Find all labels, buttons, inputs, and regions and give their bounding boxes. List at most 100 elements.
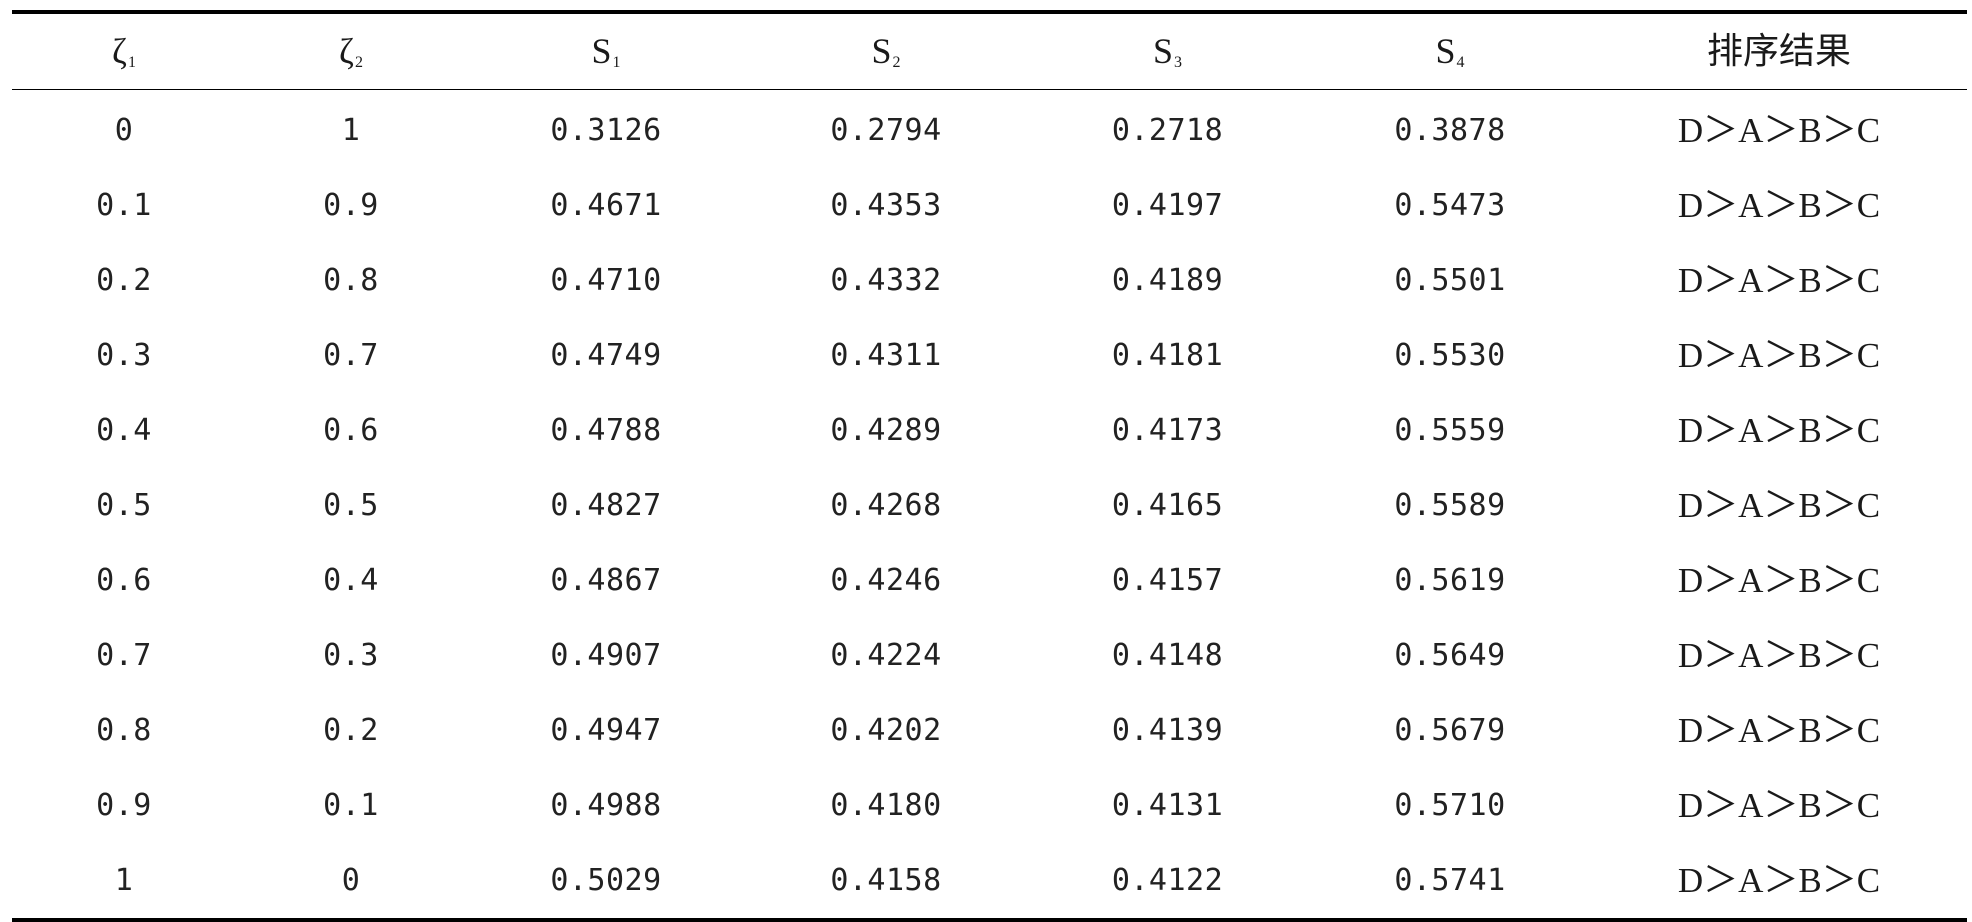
s3-cell: 0.4189 bbox=[1111, 262, 1224, 298]
s3-cell: 0.4165 bbox=[1111, 487, 1224, 523]
s4-cell: 0.3878 bbox=[1394, 112, 1506, 148]
table-row: 0.6 0.4 0.4867 0.4246 0.4157 0.5619 D＞A＞B＞C bbox=[12, 543, 1967, 618]
zeta-2-cell: 0.6 bbox=[323, 412, 379, 448]
zeta-2-cell: 0.8 bbox=[323, 262, 379, 298]
s4-cell: 0.5741 bbox=[1394, 862, 1506, 898]
table-row: 0 1 0.3126 0.2794 0.2718 0.3878 D＞A＞B＞C bbox=[12, 93, 1967, 168]
zeta-1-cell: 0.6 bbox=[96, 562, 152, 598]
zeta-2-cell: 1 bbox=[341, 112, 361, 148]
zeta-1-cell: 0.7 bbox=[96, 637, 152, 673]
zeta-1-cell: 1 bbox=[114, 862, 134, 898]
s1-cell: 0.4988 bbox=[550, 787, 662, 823]
s2-cell: 0.4224 bbox=[830, 637, 942, 673]
table-row: 0.7 0.3 0.4907 0.4224 0.4148 0.5649 D＞A＞B＞C bbox=[12, 618, 1967, 693]
header-zeta-1: ζ1 bbox=[112, 30, 136, 71]
table-row: 0.4 0.6 0.4788 0.4289 0.4173 0.5559 D＞A＞B＞C bbox=[12, 393, 1967, 468]
zeta-1-cell: 0.9 bbox=[96, 787, 152, 823]
s4-cell: 0.5530 bbox=[1394, 337, 1506, 373]
s2-cell: 0.4353 bbox=[830, 187, 942, 223]
ranking-cell: D＞A＞B＞C bbox=[1677, 486, 1881, 525]
s4-cell: 0.5619 bbox=[1394, 562, 1506, 598]
s3-cell: 0.4197 bbox=[1111, 187, 1224, 223]
s3-cell: 0.4131 bbox=[1111, 787, 1224, 823]
s2-cell: 0.4289 bbox=[830, 412, 942, 448]
zeta-1-cell: 0.5 bbox=[96, 487, 152, 523]
zeta-1-cell: 0.2 bbox=[96, 262, 152, 298]
s3-cell: 0.4139 bbox=[1111, 712, 1224, 748]
s1-cell: 0.4788 bbox=[550, 412, 662, 448]
s4-cell: 0.5559 bbox=[1394, 412, 1506, 448]
zeta-2-cell: 0.1 bbox=[323, 787, 379, 823]
s3-cell: 0.4173 bbox=[1111, 412, 1224, 448]
table-header-row: ζ1 ζ2 S1 S2 S3 S4 排序结果 bbox=[12, 14, 1967, 89]
s1-cell: 0.3126 bbox=[550, 112, 662, 148]
header-s4: S4 bbox=[1435, 30, 1465, 71]
table-row: 0.1 0.9 0.4671 0.4353 0.4197 0.5473 D＞A＞B＞C bbox=[12, 168, 1967, 243]
s4-cell: 0.5589 bbox=[1394, 487, 1506, 523]
s1-cell: 0.4710 bbox=[550, 262, 662, 298]
s4-cell: 0.5649 bbox=[1394, 637, 1506, 673]
s2-cell: 0.4332 bbox=[830, 262, 942, 298]
zeta-2-cell: 0.4 bbox=[323, 562, 379, 598]
table-row: 0.9 0.1 0.4988 0.4180 0.4131 0.5710 D＞A＞B＞C bbox=[12, 768, 1967, 843]
s2-cell: 0.4180 bbox=[830, 787, 942, 823]
table-top-rule bbox=[12, 10, 1967, 14]
s1-cell: 0.5029 bbox=[550, 862, 662, 898]
ranking-cell: D＞A＞B＞C bbox=[1677, 636, 1881, 675]
zeta-1-cell: 0.8 bbox=[96, 712, 152, 748]
s2-cell: 0.4202 bbox=[830, 712, 942, 748]
ranking-cell: D＞A＞B＞C bbox=[1677, 261, 1881, 300]
zeta-1-cell: 0.4 bbox=[96, 412, 152, 448]
s2-cell: 0.4246 bbox=[830, 562, 942, 598]
header-s3: S3 bbox=[1152, 30, 1183, 71]
table-row: 1 0 0.5029 0.4158 0.4122 0.5741 D＞A＞B＞C bbox=[12, 843, 1967, 918]
s2-cell: 0.4158 bbox=[830, 862, 942, 898]
s1-cell: 0.4749 bbox=[550, 337, 662, 373]
s1-cell: 0.4907 bbox=[550, 637, 662, 673]
s3-cell: 0.2718 bbox=[1111, 112, 1224, 148]
table-row: 0.2 0.8 0.4710 0.4332 0.4189 0.5501 D＞A＞B＞C bbox=[12, 243, 1967, 318]
s4-cell: 0.5473 bbox=[1394, 187, 1506, 223]
table-row: 0.8 0.2 0.4947 0.4202 0.4139 0.5679 D＞A＞B＞C bbox=[12, 693, 1967, 768]
ranking-cell: D＞A＞B＞C bbox=[1677, 561, 1881, 600]
zeta-1-cell: 0.3 bbox=[96, 337, 152, 373]
results-table: ζ1 ζ2 S1 S2 S3 S4 排序结果 0 1 0.3126 0.2794 0.2… bbox=[12, 10, 1967, 922]
s3-cell: 0.4181 bbox=[1111, 337, 1224, 373]
s1-cell: 0.4947 bbox=[550, 712, 662, 748]
s3-cell: 0.4148 bbox=[1111, 637, 1224, 673]
table-row: 0.3 0.7 0.4749 0.4311 0.4181 0.5530 D＞A＞B＞C bbox=[12, 318, 1967, 393]
header-ranking-result: 排序结果 bbox=[1706, 30, 1851, 72]
ranking-cell: D＞A＞B＞C bbox=[1677, 411, 1881, 450]
zeta-2-cell: 0 bbox=[341, 862, 361, 898]
ranking-cell: D＞A＞B＞C bbox=[1677, 711, 1881, 750]
s4-cell: 0.5501 bbox=[1394, 262, 1506, 298]
zeta-2-cell: 0.5 bbox=[323, 487, 379, 523]
s4-cell: 0.5679 bbox=[1394, 712, 1506, 748]
table-body: 0 1 0.3126 0.2794 0.2718 0.3878 D＞A＞B＞C 0.1 0.9 0… bbox=[12, 93, 1967, 918]
s3-cell: 0.4157 bbox=[1111, 562, 1224, 598]
table-row: 0.5 0.5 0.4827 0.4268 0.4165 0.5589 D＞A＞B＞C bbox=[12, 468, 1967, 543]
zeta-1-cell: 0 bbox=[114, 112, 134, 148]
zeta-2-cell: 0.2 bbox=[323, 712, 379, 748]
s2-cell: 0.4268 bbox=[830, 487, 942, 523]
ranking-cell: D＞A＞B＞C bbox=[1677, 186, 1881, 225]
header-s1: S1 bbox=[591, 30, 621, 71]
ranking-cell: D＞A＞B＞C bbox=[1677, 786, 1881, 825]
ranking-cell: D＞A＞B＞C bbox=[1677, 861, 1881, 900]
ranking-cell: D＞A＞B＞C bbox=[1677, 111, 1881, 150]
s1-cell: 0.4867 bbox=[550, 562, 662, 598]
zeta-1-cell: 0.1 bbox=[96, 187, 152, 223]
s2-cell: 0.4311 bbox=[830, 337, 942, 373]
header-zeta-2: ζ2 bbox=[339, 30, 363, 71]
header-s2: S2 bbox=[871, 30, 901, 71]
s4-cell: 0.5710 bbox=[1394, 787, 1506, 823]
s2-cell: 0.2794 bbox=[830, 112, 942, 148]
s3-cell: 0.4122 bbox=[1111, 862, 1224, 898]
zeta-2-cell: 0.9 bbox=[323, 187, 379, 223]
table-bottom-rule bbox=[12, 918, 1967, 922]
ranking-cell: D＞A＞B＞C bbox=[1677, 336, 1881, 375]
zeta-2-cell: 0.3 bbox=[323, 637, 379, 673]
s1-cell: 0.4671 bbox=[550, 187, 662, 223]
zeta-2-cell: 0.7 bbox=[323, 337, 379, 373]
table-header-rule bbox=[12, 89, 1967, 90]
